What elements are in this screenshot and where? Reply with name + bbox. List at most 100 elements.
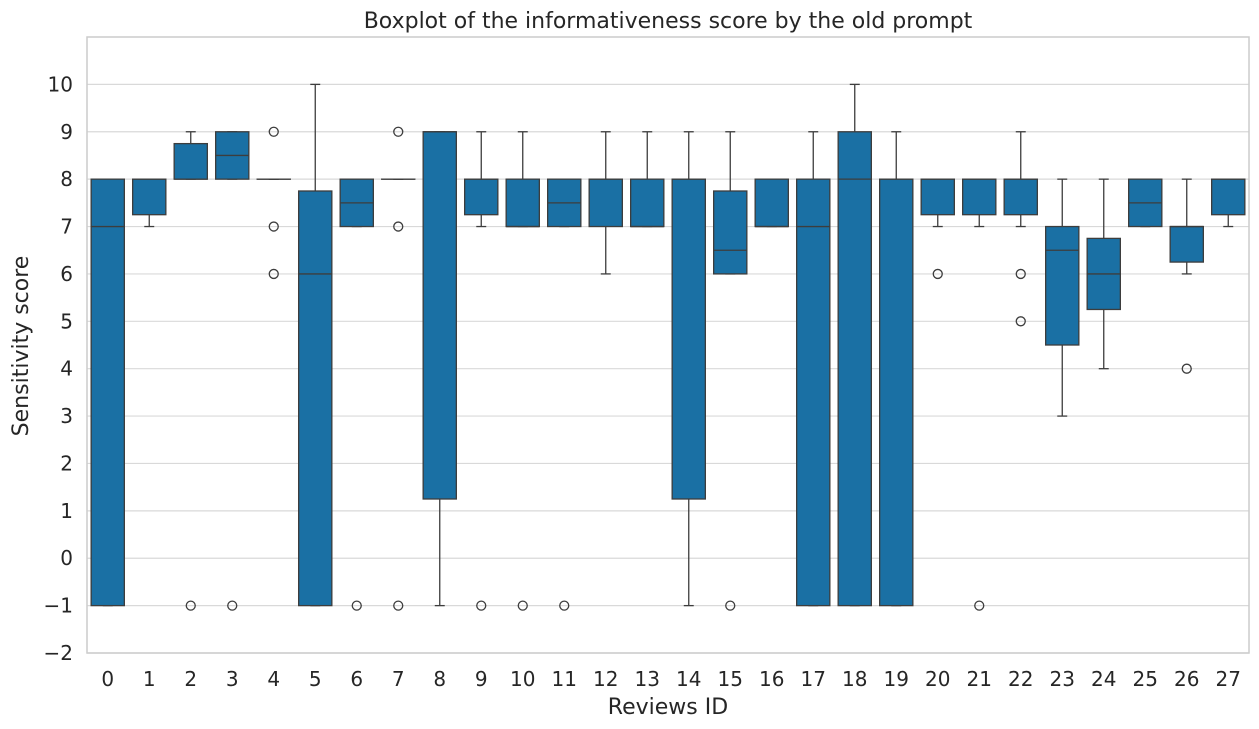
outlier-point (351, 600, 362, 611)
x-tick-label: 25 (1133, 667, 1158, 691)
box-4 (256, 126, 291, 280)
outlier-point (268, 221, 279, 232)
box-iqr (90, 178, 126, 607)
box-22 (1003, 131, 1039, 327)
x-tick-label: 5 (309, 667, 322, 691)
y-tick-label: 10 (48, 72, 73, 96)
outlier-point (227, 600, 238, 611)
box-8 (422, 131, 457, 607)
box-iqr (630, 178, 665, 228)
box-iqr (588, 178, 624, 228)
outlier-point (393, 600, 404, 611)
box-3 (214, 131, 250, 611)
outlier-point (268, 126, 279, 137)
box-25 (1128, 178, 1163, 228)
box-iqr (920, 178, 956, 216)
y-tick-labels: −2 −1 0 1 2 3 4 5 6 7 8 9 10 (44, 72, 73, 665)
plot-frame (86, 36, 1250, 654)
box-12 (588, 131, 624, 275)
outlier-point (974, 600, 985, 611)
y-axis-label: Sensitivity score (9, 256, 34, 437)
box-iqr (837, 131, 873, 607)
outlier-point (476, 600, 487, 611)
outlier-point (932, 268, 943, 280)
box-iqr (1003, 178, 1039, 216)
x-tick-label: 23 (1050, 667, 1075, 691)
outlier-point (517, 600, 528, 611)
y-tick-label: 5 (60, 309, 73, 333)
x-tick-label: 18 (842, 667, 867, 691)
x-tick-label: 13 (635, 667, 660, 691)
box-iqr (1045, 225, 1080, 346)
y-tick-label: −1 (44, 594, 73, 618)
outlier-point (268, 268, 279, 280)
y-tick-label: 9 (60, 120, 73, 144)
box-11 (547, 178, 582, 611)
y-tick-label: −2 (44, 641, 73, 665)
y-tick-label: 6 (60, 262, 73, 286)
x-tick-label: 16 (759, 667, 784, 691)
box-17 (796, 131, 831, 607)
outlier-point (1015, 316, 1026, 327)
box-18 (837, 83, 873, 607)
x-tick-label: 9 (475, 667, 488, 691)
x-tick-label: 24 (1091, 667, 1116, 691)
box-26 (1169, 178, 1205, 374)
box-iqr (671, 178, 707, 500)
box-iqr (962, 178, 997, 216)
y-tick-label: 4 (60, 357, 73, 381)
box-10 (505, 131, 540, 611)
outlier-point (559, 600, 570, 611)
box-19 (879, 131, 914, 607)
box-15 (713, 131, 748, 611)
x-tick-label: 21 (967, 667, 992, 691)
box-2 (173, 131, 208, 611)
x-tick-label: 14 (676, 667, 701, 691)
x-tick-label: 11 (552, 667, 577, 691)
box-6 (339, 178, 374, 611)
box-13 (630, 131, 665, 228)
x-tick-label: 20 (925, 667, 950, 691)
box-23 (1045, 178, 1080, 417)
x-tick-labels: 0 1 2 3 4 5 6 7 8 9 10 11 12 13 14 15 16 17 18 19 20 21 22 23 24… (101, 667, 1241, 691)
x-tick-label: 2 (184, 667, 197, 691)
box-16 (754, 178, 790, 228)
y-tick-label: 0 (60, 546, 73, 570)
boxes-layer (90, 83, 1246, 611)
box-5 (297, 83, 333, 607)
box-27 (1211, 178, 1246, 228)
outlier-point (1015, 268, 1026, 280)
box-20 (920, 178, 956, 280)
box-iqr (463, 178, 499, 216)
box-iqr (879, 178, 914, 607)
x-tick-label: 0 (101, 667, 114, 691)
outlier-point (393, 126, 404, 137)
outlier-point (1181, 363, 1192, 374)
outlier-point (393, 221, 404, 232)
x-tick-label: 8 (433, 667, 446, 691)
box-14 (671, 131, 707, 607)
x-tick-label: 26 (1174, 667, 1199, 691)
x-tick-label: 1 (143, 667, 156, 691)
box-iqr (297, 190, 333, 607)
x-tick-label: 27 (1216, 667, 1241, 691)
box-iqr (713, 190, 748, 275)
box-iqr (422, 131, 457, 500)
y-tick-label: 2 (60, 451, 73, 475)
y-tick-label: 1 (60, 499, 73, 523)
box-iqr (1211, 178, 1246, 216)
x-tick-label: 10 (510, 667, 535, 691)
box-1 (131, 178, 167, 228)
box-iqr (505, 178, 540, 228)
y-tick-label: 7 (60, 215, 73, 239)
chart-title: Boxplot of the informativeness score by … (364, 9, 973, 34)
box-iqr (796, 178, 831, 607)
x-tick-label: 15 (718, 667, 743, 691)
x-tick-label: 22 (1008, 667, 1033, 691)
box-iqr (754, 178, 790, 228)
outlier-point (725, 600, 736, 611)
box-7 (380, 126, 416, 611)
outlier-point (185, 600, 196, 611)
box-iqr (131, 178, 167, 216)
